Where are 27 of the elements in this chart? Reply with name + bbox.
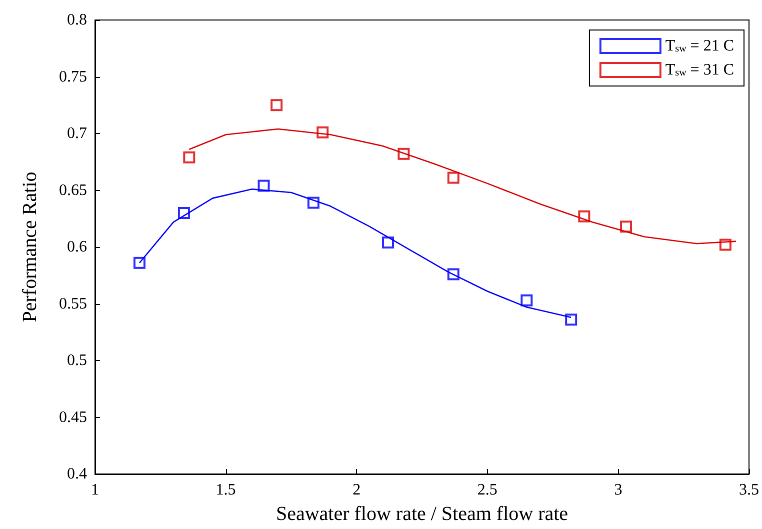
y-tick-label: 0.5: [67, 352, 87, 369]
point: [133, 256, 146, 269]
point: [565, 314, 578, 326]
point: [520, 294, 533, 306]
y-tick-label: 0.45: [59, 408, 87, 426]
y-tick-label: 0.4: [67, 466, 87, 482]
x-tick-label: 3.5: [739, 482, 759, 498]
x-tick-label: 2.5: [477, 482, 498, 498]
point: [270, 99, 283, 112]
point: [620, 220, 632, 233]
point: [183, 151, 196, 164]
y-tick-label: 0.6: [67, 238, 87, 256]
y-tick-label: 0.8: [67, 12, 87, 28]
point: [382, 236, 394, 248]
y-tick-label: 0.65: [59, 182, 87, 199]
y-tick-label: 0.7: [67, 125, 87, 142]
point: [447, 172, 460, 184]
x-tick-label: 3: [614, 482, 622, 498]
legend-label: Tsw = 31 C: [665, 62, 734, 78]
x-tick-label: 2: [352, 482, 361, 498]
x-tick-label: 1: [91, 482, 99, 498]
x-tick-label: 1.5: [216, 482, 236, 498]
y-tick-label: 0.75: [59, 68, 87, 86]
y-axis-title: Performance Ratio: [19, 172, 41, 322]
y-tick-label: 0.55: [59, 295, 87, 312]
x-axis-title: Seawater flow rate / Steam flow rate: [276, 503, 568, 525]
legend-label: Tsw = 21 C: [665, 38, 734, 54]
